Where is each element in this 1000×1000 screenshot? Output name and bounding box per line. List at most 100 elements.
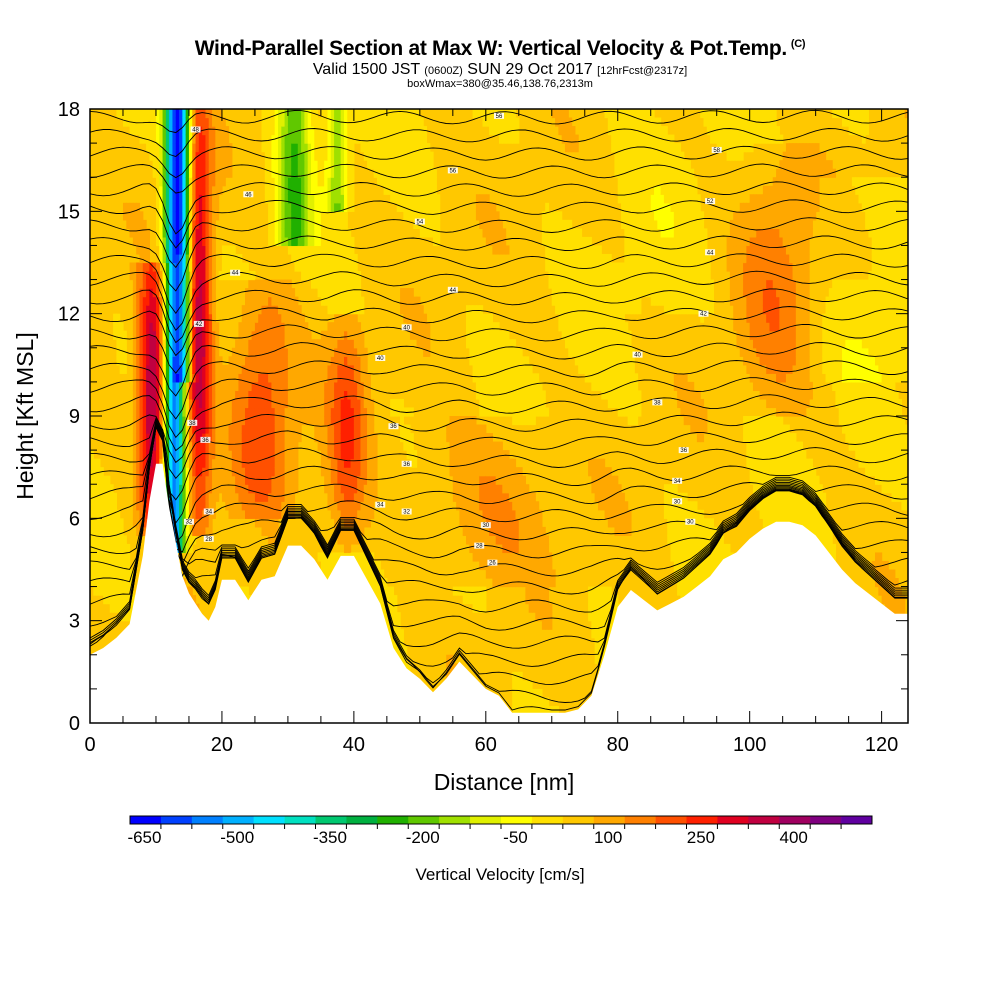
velocity-cell <box>518 467 523 477</box>
velocity-cell <box>152 458 157 468</box>
velocity-cell <box>251 424 256 434</box>
velocity-cell <box>287 484 292 494</box>
velocity-cell <box>172 126 177 136</box>
velocity-cell <box>129 126 134 136</box>
velocity-cell <box>274 160 279 170</box>
velocity-cell <box>106 526 111 536</box>
velocity-cell <box>472 595 477 605</box>
velocity-cell <box>310 185 315 195</box>
velocity-cell <box>208 330 213 340</box>
velocity-cell <box>469 416 474 426</box>
velocity-cell <box>202 228 207 238</box>
velocity-cell <box>142 467 147 477</box>
velocity-cell <box>245 262 249 272</box>
velocity-cell <box>502 552 507 562</box>
velocity-cell <box>169 288 174 298</box>
velocity-cell <box>324 262 329 272</box>
velocity-cell <box>459 416 464 426</box>
velocity-cell <box>149 381 154 392</box>
velocity-cell <box>258 296 263 306</box>
velocity-cell <box>512 688 517 699</box>
velocity-cell <box>208 467 213 477</box>
velocity-cell <box>281 441 286 451</box>
velocity-cell <box>518 373 523 383</box>
velocity-cell <box>324 407 329 417</box>
velocity-cell <box>502 109 507 119</box>
velocity-cell <box>146 134 150 144</box>
velocity-cell <box>159 356 164 366</box>
velocity-cell <box>370 109 375 119</box>
velocity-cell <box>452 586 457 596</box>
velocity-cell <box>192 194 197 204</box>
velocity-cell <box>179 492 183 502</box>
velocity-cell <box>466 330 470 340</box>
velocity-cell <box>281 424 286 434</box>
velocity-cell <box>314 433 319 443</box>
velocity-cell <box>479 330 484 340</box>
velocity-cell <box>281 151 286 161</box>
velocity-cell <box>505 356 510 366</box>
velocity-cell <box>136 279 141 289</box>
velocity-cell <box>340 484 345 494</box>
velocity-cell <box>416 305 421 315</box>
velocity-cell <box>482 458 487 468</box>
velocity-cell <box>310 245 315 255</box>
velocity-cell <box>525 398 530 409</box>
velocity-cell <box>179 288 183 298</box>
velocity-cell <box>248 347 253 357</box>
velocity-cell <box>393 194 398 204</box>
velocity-cell <box>499 373 503 383</box>
velocity-cell <box>482 407 487 417</box>
velocity-cell <box>541 560 546 571</box>
velocity-cell <box>116 313 121 323</box>
velocity-cell <box>122 117 127 127</box>
velocity-cell <box>347 407 352 417</box>
velocity-cell <box>103 552 108 562</box>
velocity-cell <box>185 407 190 417</box>
velocity-cell <box>337 219 342 229</box>
velocity-cell <box>495 126 500 136</box>
velocity-cell <box>122 339 127 349</box>
velocity-cell <box>495 211 500 221</box>
velocity-cell <box>495 330 500 340</box>
velocity-cell <box>155 381 160 392</box>
velocity-cell <box>235 475 240 485</box>
velocity-cell <box>317 151 322 161</box>
velocity-cell <box>278 296 282 306</box>
velocity-cell <box>466 492 470 502</box>
velocity-cell <box>215 117 220 127</box>
velocity-cell <box>531 416 536 426</box>
velocity-cell <box>155 364 160 374</box>
velocity-cell <box>535 552 540 562</box>
velocity-cell <box>512 390 517 400</box>
velocity-cell <box>505 578 510 588</box>
velocity-cell <box>350 356 355 366</box>
velocity-cell <box>479 484 484 494</box>
velocity-cell <box>159 347 164 357</box>
velocity-cell <box>505 535 510 545</box>
velocity-cell <box>287 356 292 366</box>
velocity-cell <box>165 202 170 212</box>
velocity-cell <box>347 339 352 349</box>
velocity-cell <box>515 509 520 519</box>
velocity-cell <box>492 450 497 460</box>
velocity-cell <box>505 467 510 477</box>
velocity-cell <box>528 705 533 716</box>
velocity-cell <box>485 373 490 383</box>
velocity-cell <box>505 569 510 579</box>
velocity-cell <box>499 126 503 136</box>
velocity-cell <box>485 475 490 485</box>
velocity-cell <box>310 262 315 272</box>
velocity-cell <box>264 347 269 357</box>
velocity-cell <box>188 151 193 161</box>
velocity-cell <box>310 407 315 417</box>
velocity-cell <box>317 339 322 349</box>
velocity-cell <box>357 450 362 460</box>
velocity-cell <box>400 202 404 212</box>
velocity-cell <box>93 475 98 485</box>
velocity-cell <box>334 126 338 136</box>
velocity-cell <box>106 492 111 502</box>
velocity-cell <box>155 390 160 400</box>
velocity-cell <box>175 262 180 272</box>
velocity-cell <box>271 509 276 519</box>
